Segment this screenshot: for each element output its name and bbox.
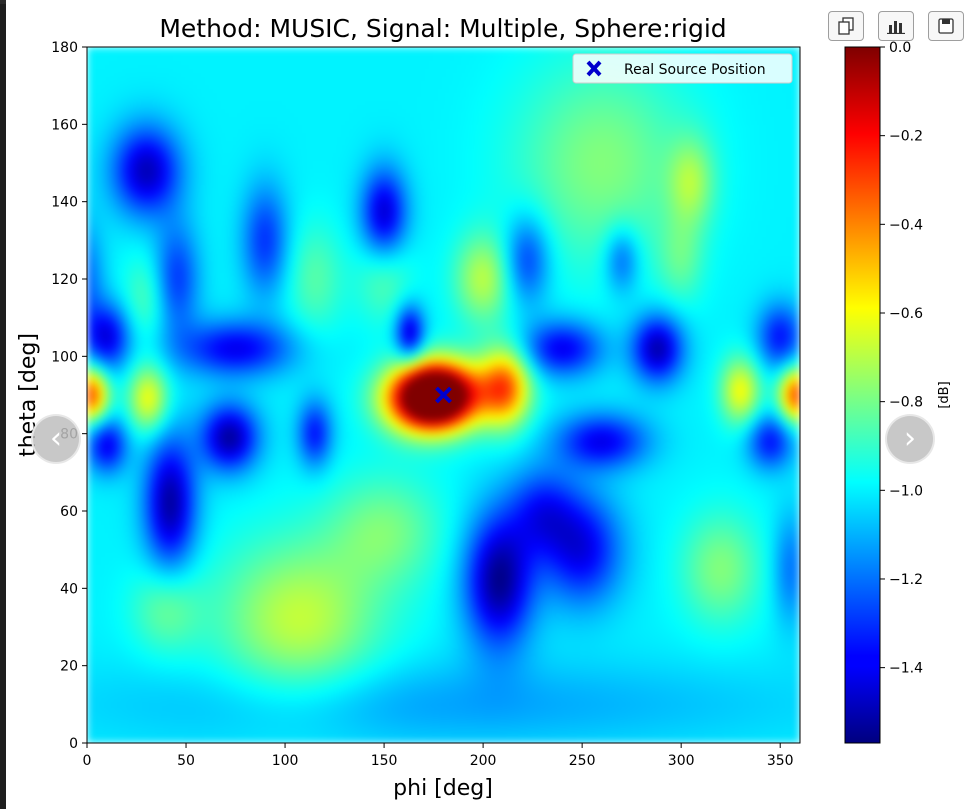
legend-label: Real Source Position [624,62,766,78]
y-tick-label: 20 [60,659,78,675]
marker-layer [435,386,452,404]
x-tick-label: 50 [177,753,195,769]
y-tick-label: 100 [51,349,78,365]
chart-button[interactable] [878,11,914,41]
legend-marker [586,60,602,77]
bar-chart-icon [887,21,905,34]
x-axis: 0 50 100 150 200 250 300 350 [83,743,794,769]
y-tick-label: 120 [51,272,78,288]
colorbar [844,46,881,744]
x-axis-label: phi [deg] [393,776,493,801]
copy-button[interactable] [828,11,864,41]
next-slide-button[interactable]: › [885,414,935,464]
colorbar-tick-label: −0.4 [889,217,923,233]
legend-box [572,53,793,84]
x-tick-label: 300 [668,753,695,769]
source-marker [435,386,452,404]
y-tick-label: 60 [60,504,78,520]
colorbar-tick-label: −0.6 [889,306,923,322]
x-tick-label: 350 [767,753,794,769]
chevron-right-icon: › [904,421,916,456]
prev-slide-button[interactable]: ‹ [31,414,81,464]
colorbar-tick-label: −1.0 [889,483,923,499]
colorbar-tick-label: 0.0 [889,40,911,56]
copy-icon [838,17,854,35]
colorbar-axis: 0.0 −0.2 −0.4 −0.6 −0.8 −1.0 −1.2 −1.4 [880,40,923,677]
plot-frame [86,46,801,744]
save-button[interactable] [928,11,964,41]
x-tick-label: 0 [83,753,92,769]
legend: Real Source Position [572,53,793,84]
x-tick-label: 250 [569,753,596,769]
x-tick-label: 200 [470,753,497,769]
x-tick-label: 100 [272,753,299,769]
y-tick-label: 160 [51,117,78,133]
y-tick-label: 40 [60,581,78,597]
y-tick-label: 140 [51,195,78,211]
y-axis: 020406080100120140160180 [51,40,87,752]
x-tick-label: 150 [371,753,398,769]
colorbar-tick-label: −0.8 [889,395,923,411]
chevron-left-icon: ‹ [50,421,62,456]
colorbar-tick-label: −0.2 [889,129,923,145]
colorbar-tick-label: −1.4 [889,661,923,677]
source-marker-stroke [435,386,452,404]
y-tick-label: 0 [69,736,78,752]
colorbar-label: [dB] [937,381,952,408]
colorbar-tick-label: −1.2 [889,572,923,588]
y-tick-label: 180 [51,40,78,56]
chart-title: Method: MUSIC, Signal: Multiple, Sphere:… [159,14,726,43]
save-icon [938,18,954,34]
